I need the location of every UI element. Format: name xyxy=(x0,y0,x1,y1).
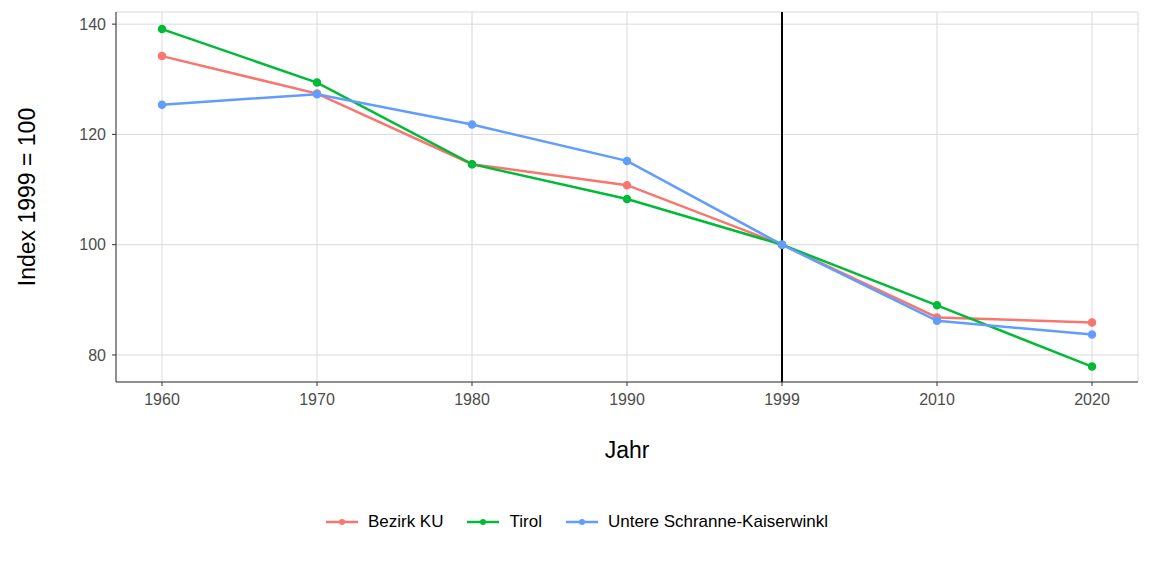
html-text:Bezirk KU: Bezirk KU xyxy=(367,512,444,531)
html-text:Tirol: Tirol xyxy=(509,512,542,531)
svg-text:1970: 1970 xyxy=(299,391,335,408)
svg-text:Jahr: Jahr xyxy=(605,437,650,463)
svg-text:100: 100 xyxy=(79,236,106,253)
svg-text:Index 1999 = 100: Index 1999 = 100 xyxy=(14,108,40,286)
svg-text:1990: 1990 xyxy=(609,391,645,408)
svg-text:80: 80 xyxy=(88,347,106,364)
html-text:Untere Schranne-Kaiserwinkl: Untere Schranne-Kaiserwinkl xyxy=(607,512,829,531)
svg-text:140: 140 xyxy=(79,16,106,33)
svg-text:120: 120 xyxy=(79,126,106,143)
svg-text:2020: 2020 xyxy=(1074,391,1110,408)
svg-text:1980: 1980 xyxy=(454,391,490,408)
svg-text:1999: 1999 xyxy=(764,391,800,408)
svg-text:1960: 1960 xyxy=(144,391,180,408)
svg-text:2010: 2010 xyxy=(919,391,955,408)
